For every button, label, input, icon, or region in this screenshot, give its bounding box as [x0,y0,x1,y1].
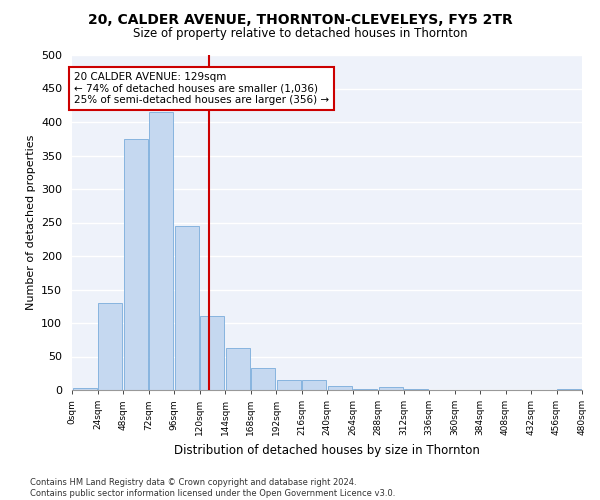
Text: 20, CALDER AVENUE, THORNTON-CLEVELEYS, FY5 2TR: 20, CALDER AVENUE, THORNTON-CLEVELEYS, F… [88,12,512,26]
Bar [124,138,148,390]
Bar [302,380,326,390]
Bar [277,380,301,390]
Bar [251,368,275,390]
Bar [379,386,403,390]
X-axis label: Distribution of detached houses by size in Thornton: Distribution of detached houses by size … [174,444,480,456]
Bar [328,386,352,390]
Bar [73,388,97,390]
Bar [200,316,224,390]
Text: Contains HM Land Registry data © Crown copyright and database right 2024.
Contai: Contains HM Land Registry data © Crown c… [30,478,395,498]
Bar [98,303,122,390]
Text: 20 CALDER AVENUE: 129sqm
← 74% of detached houses are smaller (1,036)
25% of sem: 20 CALDER AVENUE: 129sqm ← 74% of detach… [74,72,329,105]
Bar [353,388,377,390]
Bar [226,348,250,390]
Y-axis label: Number of detached properties: Number of detached properties [26,135,35,310]
Bar [175,226,199,390]
Text: Size of property relative to detached houses in Thornton: Size of property relative to detached ho… [133,28,467,40]
Bar [149,112,173,390]
